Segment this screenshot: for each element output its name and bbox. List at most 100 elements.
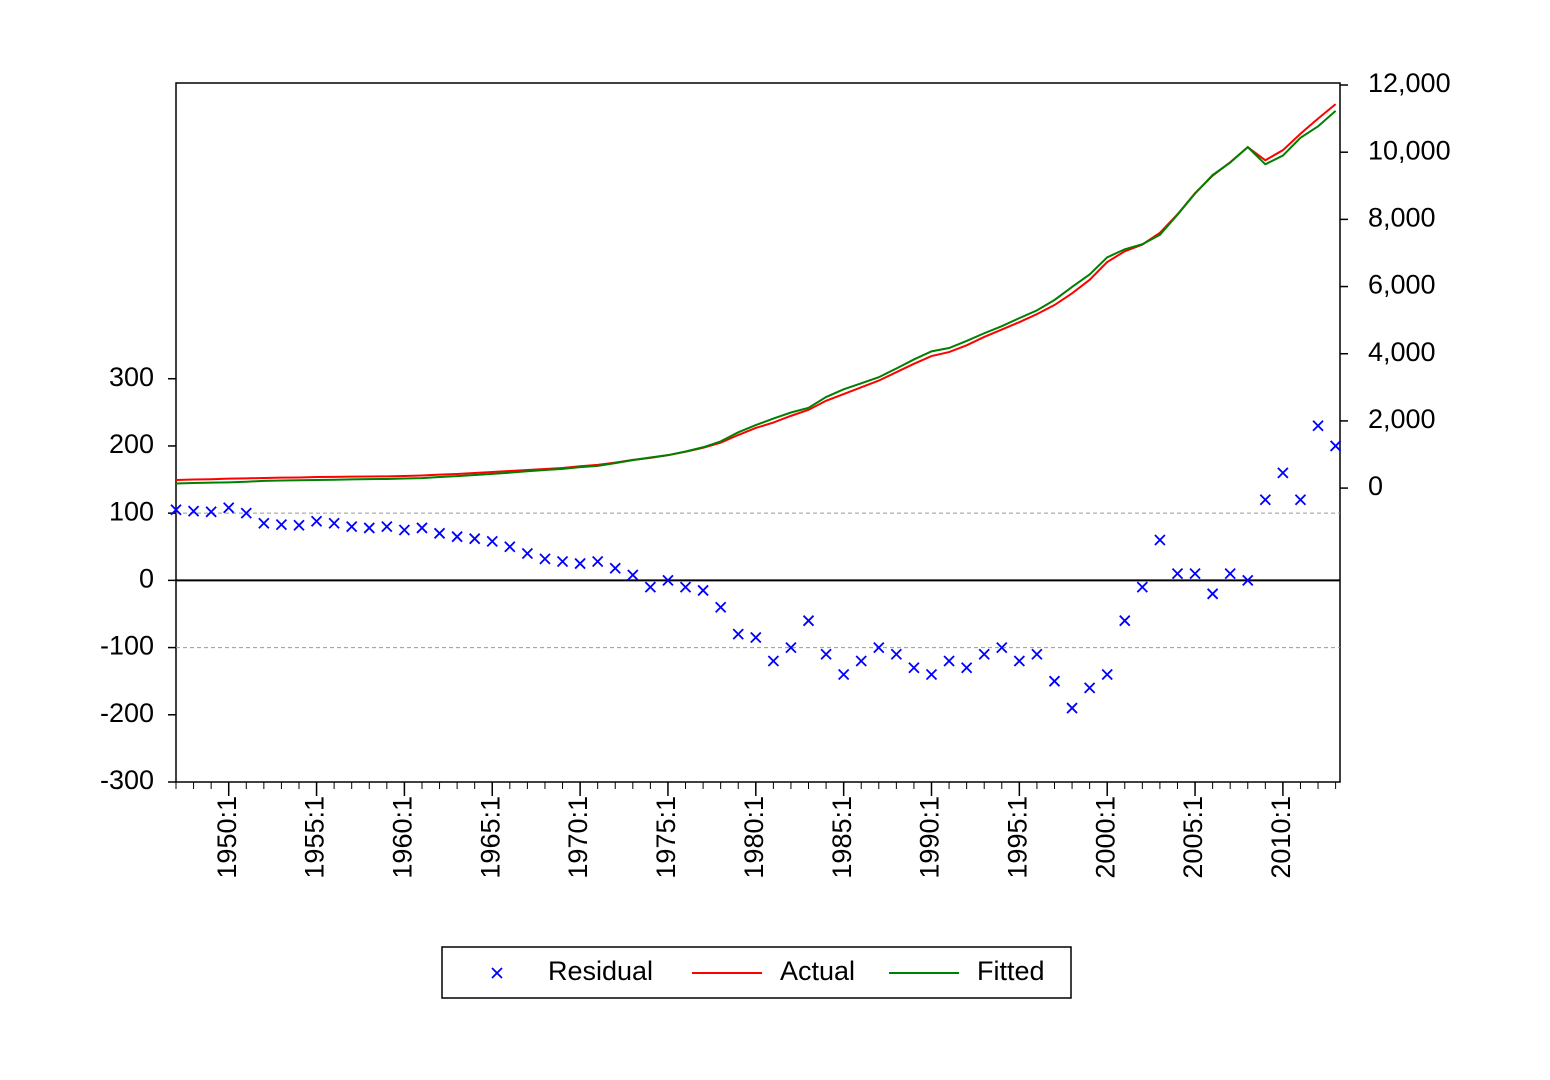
residual-marker xyxy=(1083,682,1096,694)
residual-marker xyxy=(767,655,780,667)
residual-marker xyxy=(469,533,481,545)
residual-marker xyxy=(855,655,867,667)
y-tick-label: 0 xyxy=(139,563,154,593)
residual-marker xyxy=(433,527,446,539)
y-tick-label: 100 xyxy=(109,496,154,526)
y-tick-label: -200 xyxy=(100,698,154,728)
y2-tick-label: 6,000 xyxy=(1368,270,1436,300)
residual-marker xyxy=(1136,581,1148,593)
residual-marker xyxy=(943,655,955,667)
residual-marker xyxy=(574,557,586,570)
x-tick-label: 1965:1 xyxy=(475,796,505,879)
residual-marker xyxy=(961,662,973,674)
x-tick-label: 1995:1 xyxy=(1002,796,1032,879)
y2-tick-label: 8,000 xyxy=(1368,202,1436,232)
residual-marker xyxy=(1013,655,1025,667)
residual-marker xyxy=(1101,668,1113,681)
residual-marker xyxy=(662,574,674,587)
legend-marker xyxy=(491,967,503,979)
x-tick-label: 1980:1 xyxy=(739,796,769,879)
residual-marker xyxy=(750,631,762,644)
residual-marker xyxy=(328,517,340,529)
series-line xyxy=(175,103,1337,482)
residual-marker xyxy=(1329,440,1342,452)
residual-marker xyxy=(258,517,270,529)
residual-marker xyxy=(1171,568,1184,580)
residual-marker xyxy=(873,641,885,654)
residual-marker xyxy=(416,522,428,534)
y2-tick-label: 4,000 xyxy=(1368,337,1436,367)
residual-marker xyxy=(451,531,463,543)
residual-marker xyxy=(381,520,393,533)
y2-tick-label: 12,000 xyxy=(1368,68,1451,98)
residual-marker xyxy=(715,601,727,613)
residual-marker xyxy=(346,520,358,533)
residual-marker xyxy=(205,506,217,518)
residual-marker xyxy=(1031,648,1043,660)
x-tick-label: 1960:1 xyxy=(388,796,418,879)
x-tick-label: 1950:1 xyxy=(212,796,242,879)
y-tick-label: 200 xyxy=(109,429,154,459)
residual-marker xyxy=(802,615,815,627)
residual-marker xyxy=(644,581,657,593)
residual-marker xyxy=(996,641,1008,654)
residual-marker xyxy=(293,519,305,531)
x-tick-label: 2005:1 xyxy=(1178,796,1208,879)
x-tick-label: 1985:1 xyxy=(827,796,857,879)
residual-marker xyxy=(978,648,990,660)
legend-label: Fitted xyxy=(977,956,1045,986)
plot-frame xyxy=(175,82,1341,783)
residual-marker xyxy=(1224,568,1236,580)
residual-marker xyxy=(1154,534,1166,546)
residual-marker xyxy=(310,515,323,527)
residual-marker xyxy=(486,535,498,548)
residual-marker xyxy=(1294,494,1307,506)
residual-marker xyxy=(556,555,569,568)
y-tick-label: 300 xyxy=(109,362,154,392)
series-line xyxy=(175,110,1337,485)
x-tick-label: 1955:1 xyxy=(300,796,330,879)
y-tick-label: -300 xyxy=(100,765,154,795)
y-tick-label: -100 xyxy=(100,631,154,661)
residual-marker xyxy=(785,641,797,654)
residual-marker xyxy=(732,628,744,640)
residual-marker xyxy=(398,524,411,536)
residual-marker xyxy=(838,668,850,681)
residual-marker xyxy=(223,502,235,514)
residual-marker xyxy=(521,547,534,560)
residual-marker xyxy=(1242,574,1254,587)
x-tick-label: 2010:1 xyxy=(1266,796,1296,879)
y2-tick-label: 0 xyxy=(1368,471,1383,501)
residual-marker xyxy=(170,504,182,516)
residual-marker xyxy=(1259,494,1271,506)
x-tick-label: 2000:1 xyxy=(1090,796,1120,879)
y2-tick-label: 2,000 xyxy=(1368,404,1436,434)
residual-marker xyxy=(627,569,639,581)
residual-marker xyxy=(539,553,551,565)
residual-marker xyxy=(820,648,832,660)
residual-marker xyxy=(679,581,692,593)
residual-marker xyxy=(1206,588,1219,600)
residual-marker xyxy=(1189,568,1201,580)
x-tick-label: 1990:1 xyxy=(915,796,945,879)
residual-marker xyxy=(925,668,938,681)
residual-marker xyxy=(275,518,288,531)
residual-marker xyxy=(890,648,902,660)
residual-marker xyxy=(240,507,252,519)
residual-marker xyxy=(363,522,375,534)
residual-marker xyxy=(1048,675,1061,687)
residual-marker xyxy=(1312,420,1324,432)
x-tick-label: 1975:1 xyxy=(651,796,681,879)
residual-marker xyxy=(609,562,621,574)
residual-marker xyxy=(1277,467,1289,479)
residual-marker xyxy=(1119,615,1131,627)
residual-marker xyxy=(908,662,920,674)
residual-marker xyxy=(504,541,516,553)
residual-marker xyxy=(697,584,709,597)
y2-tick-label: 10,000 xyxy=(1368,135,1451,165)
x-tick-label: 1970:1 xyxy=(563,796,593,879)
residual-marker xyxy=(187,505,200,517)
residual-marker xyxy=(592,555,604,568)
